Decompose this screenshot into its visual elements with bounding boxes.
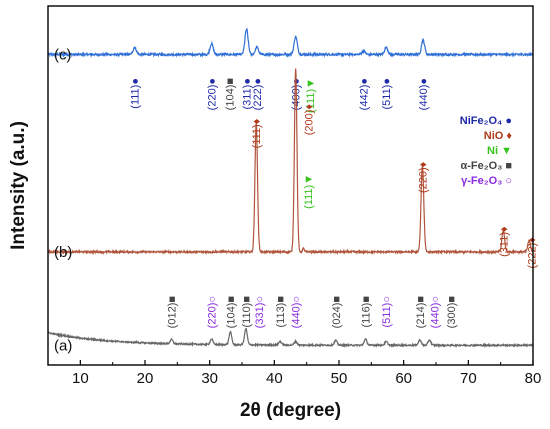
peak-annotation: (104)■: [225, 78, 237, 110]
x-tick-label: 80: [525, 370, 542, 387]
peak-annotation: (440)●: [418, 78, 430, 110]
legend-item: Ni ▼: [487, 145, 512, 157]
peak-annotation: (111)♦: [251, 118, 263, 148]
x-tick-label: 20: [137, 370, 154, 387]
peak-annotation: (220)●: [207, 78, 219, 110]
series-label: (b): [54, 244, 72, 261]
x-tick-label: 10: [72, 370, 89, 387]
peak-annotation: (311)●: [242, 78, 254, 110]
peak-annotation: (511)●: [381, 78, 393, 110]
peak-annotation: (440)○: [430, 296, 442, 328]
legend-item: α-Fe₂O₃ ■: [461, 160, 513, 172]
legend-item: NiFe₂O₄ ●: [460, 115, 512, 127]
peak-annotation: (440)○: [291, 296, 303, 328]
series-0: (c)(111)● (220)● (104)■ (311)●(222)● (400)●(…: [47, 27, 534, 113]
peak-annotation: (511)○: [381, 296, 393, 328]
peak-annotation: (331)○: [254, 296, 266, 328]
legend-item: NiO ♦: [484, 130, 513, 142]
series-line: [47, 328, 534, 349]
series-label: (a): [54, 337, 72, 354]
peak-annotation: (442)●: [359, 78, 371, 110]
series-label: (c): [54, 46, 72, 63]
x-tick-label: 30: [201, 370, 218, 387]
series-line: [47, 27, 534, 58]
peak-annotation: (104)■: [225, 296, 237, 328]
x-tick-label: 60: [395, 370, 412, 387]
legend: NiFe₂O₄ ● NiO ♦ Ni ▼ α-Fe₂O₃ ■ γ-Fe₂O₃ ○: [460, 115, 513, 187]
peak-annotation: (220)♦: [417, 161, 429, 193]
x-axis: 10 20 30 40 50 60 70 80: [47, 360, 542, 387]
x-tick-label: 50: [331, 370, 348, 387]
series-1: (b)(111)♦ (200)♦(111)▼ (220)♦(311)♦ (222)♦: [47, 68, 539, 268]
peak-annotation: (113)■: [275, 296, 287, 328]
peak-annotation: (111)●: [130, 78, 142, 109]
peak-annotation: (116)■: [361, 296, 373, 328]
peak-annotation: (311)♦: [498, 226, 510, 257]
peak-annotation: (111)▼: [303, 174, 315, 209]
series-2: (a) (012)■ (220)○ (104)■ (110)■ (331)○ (113)■ (…: [47, 296, 534, 354]
peak-annotation: (220)○: [207, 296, 219, 328]
peak-annotation: (300)■: [446, 296, 458, 328]
x-tick-label: 40: [266, 370, 283, 387]
peak-annotation: (200)♦: [304, 104, 316, 136]
peak-annotation: (110)■: [241, 296, 253, 328]
x-tick-label: 70: [460, 370, 477, 387]
peak-annotation: (024)■: [331, 296, 343, 328]
plot-area: (c)(111)● (220)● (104)■ (311)●(222)● (400)●(…: [47, 27, 539, 354]
plot-frame: [47, 5, 534, 366]
peak-annotation: (012)■: [167, 296, 179, 328]
peak-annotation: (111)▼: [305, 78, 317, 113]
peak-annotation: (222)●: [252, 78, 264, 110]
peak-annotation: (214)■: [415, 296, 427, 328]
legend-item: γ-Fe₂O₃ ○: [461, 175, 512, 187]
x-axis-title: 2θ (degree): [240, 400, 341, 421]
y-axis-title: Intensity (a.u.): [8, 121, 29, 250]
series-line: [47, 68, 534, 256]
